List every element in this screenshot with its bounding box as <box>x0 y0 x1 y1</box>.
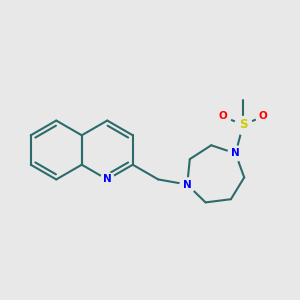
Text: N: N <box>183 180 192 190</box>
Text: S: S <box>239 118 248 131</box>
Text: O: O <box>219 111 227 122</box>
Text: O: O <box>259 111 267 122</box>
Text: N: N <box>103 174 112 184</box>
Text: N: N <box>231 148 240 158</box>
